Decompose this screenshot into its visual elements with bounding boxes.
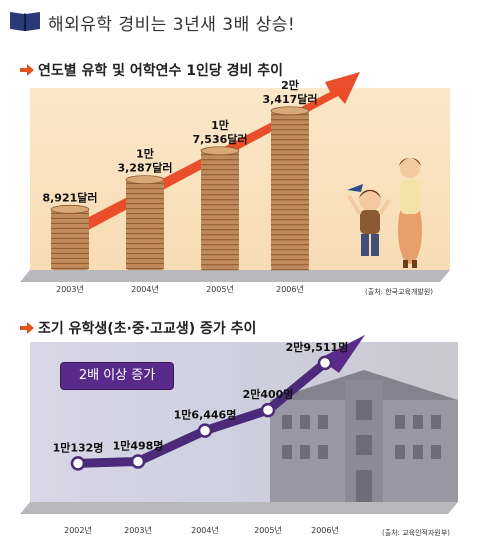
- title-row: 해외유학 경비는 3년새 3배 상승!: [8, 6, 478, 36]
- arrow-bullet-icon: [20, 322, 34, 334]
- coin-top: [50, 204, 90, 214]
- page-title: 해외유학 경비는 3년새 3배 상승!: [48, 15, 296, 35]
- chart2-point: [260, 402, 276, 418]
- coin-stack-bar: [50, 204, 90, 270]
- chart1-data-label: 2만: [281, 78, 299, 92]
- coin-stack-bar: [270, 106, 310, 271]
- chart1-data-label: 7,536달러: [192, 132, 247, 146]
- chart2-tick-label: 2005년: [254, 525, 282, 535]
- coin-stack-body: [51, 209, 89, 270]
- chart2-tick-label: 2004년: [191, 525, 219, 535]
- chart2-data-label: 2만400명: [243, 387, 294, 401]
- chart2-floor: [20, 502, 458, 514]
- book-icon: [10, 12, 40, 31]
- coin-top: [200, 146, 240, 156]
- chart2-point: [317, 355, 333, 371]
- family-illustration: [347, 158, 422, 268]
- chart2-tick-label: 2003년: [124, 525, 152, 535]
- chart1-title: 연도별 유학 및 어학연수 1인당 경비 추이: [38, 63, 284, 79]
- chart2-title: 조기 유학생(초·중·고교생) 증가 추이: [38, 321, 257, 337]
- chart1-data-label: 8,921달러: [42, 190, 97, 204]
- chart1-source: (출처: 한국교육개발원): [365, 288, 434, 296]
- arrow-bullet-icon: [20, 64, 34, 76]
- coin-top: [270, 106, 310, 116]
- coin-top: [125, 175, 165, 185]
- chart2-point: [197, 423, 213, 438]
- chart1-plot: 8,921달러2003년1만3,287달러2004년1만7,536달러2005년…: [20, 72, 450, 294]
- chart1-data-label: 3,417달러: [262, 92, 317, 106]
- chart2-data-label: 2만9,511명: [286, 340, 349, 354]
- chart1-tick-label: 2006년: [276, 284, 304, 294]
- chart1-data-label: 1만: [211, 118, 229, 132]
- chart1-panel: [30, 88, 450, 270]
- coin-stack-body: [126, 179, 164, 270]
- chart1-floor: [20, 270, 450, 282]
- chart2-data-label: 1만6,446명: [174, 408, 237, 422]
- chart2-tick-label: 2006년: [311, 525, 339, 535]
- chart1-tick-label: 2003년: [56, 284, 84, 294]
- chart2-point: [70, 456, 86, 471]
- chart2-tick-label: 2002년: [64, 525, 92, 535]
- chart2-point: [130, 454, 146, 469]
- chart1-tick-label: 2005년: [206, 284, 234, 294]
- chart2-source: (출처: 교육인적자원부): [382, 529, 451, 537]
- chart1-data-label: 1만: [136, 147, 154, 161]
- chart1-tick-label: 2004년: [131, 284, 159, 294]
- increase-badge: 2배 이상 증가: [60, 362, 174, 390]
- school-building-illustration: [270, 370, 458, 502]
- coin-stack-bar: [200, 146, 240, 271]
- chart1-data-label: 3,287달러: [117, 161, 172, 175]
- coin-stack-bar: [125, 175, 165, 270]
- chart2-data-label: 1만132명: [53, 440, 104, 454]
- chart2-data-label: 1만498명: [113, 438, 164, 452]
